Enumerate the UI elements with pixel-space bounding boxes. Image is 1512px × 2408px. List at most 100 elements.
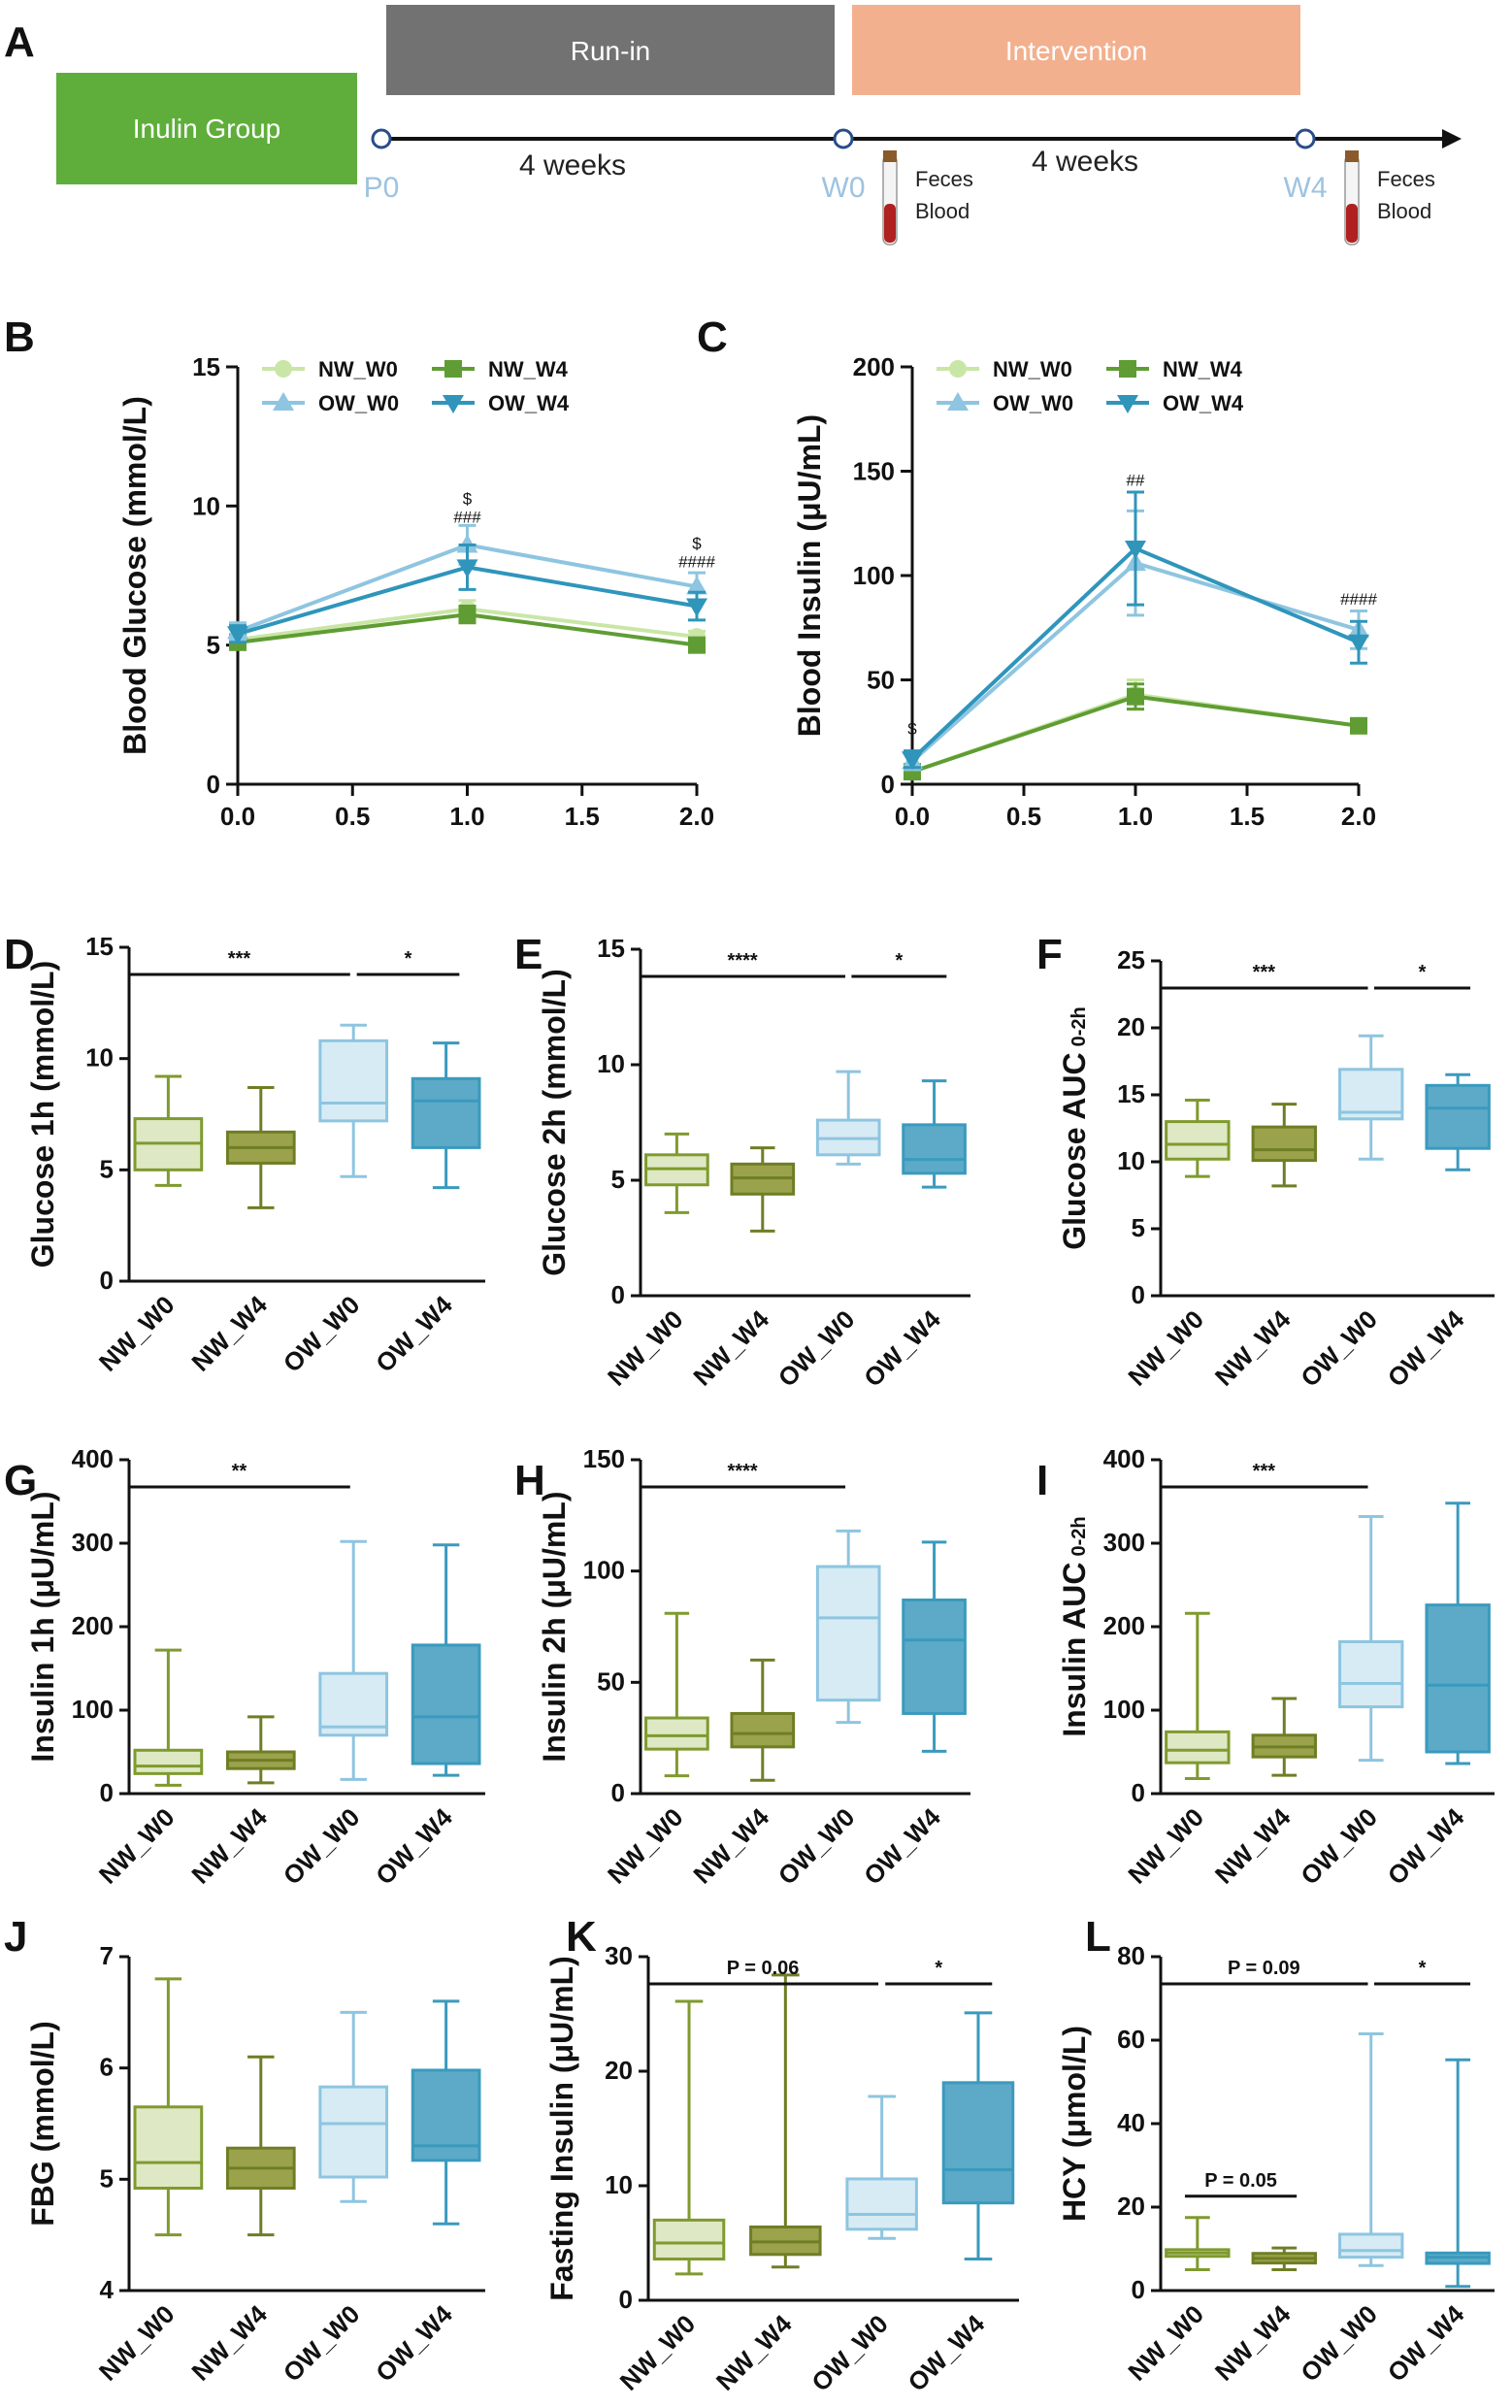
y-tick-label: 100 [72,1695,114,1724]
y-tick-label: 15 [597,934,625,963]
timeline-panel: Inulin Group Run-in Intervention P0 W0 W4 4 we… [56,5,1462,246]
x-tick-label: 0.0 [220,802,255,831]
sample-label-feces: Feces [915,167,973,191]
significance-mark: #### [1340,590,1377,609]
group-box [56,73,357,184]
x-tick-label-ow_w4: OW_W4 [1382,1802,1470,1891]
x-tick-label: 1.5 [565,802,600,831]
y-tick-label: 10 [605,2170,633,2199]
duration-label-1: 4 weeks [519,149,626,181]
x-tick-label-nw_w0: NW_W0 [602,1304,689,1392]
sample-label-blood: Blood [915,199,970,223]
y-axis-label: Blood Glucose (mmol/L) [117,396,152,755]
box-nw_w0 [133,1748,204,1775]
box-ow_w0 [1338,2232,1404,2260]
blood-sample-icon [884,204,896,243]
chart-b: 0 5 10 15 0.0 0.5 1.0 1.5 2.0 Blood Glucose (mmol… [117,352,715,831]
box-ow_w4 [1425,1083,1491,1150]
significance-label: ** [232,1461,247,1482]
y-tick-label: 300 [1103,1528,1145,1557]
y-tick-label: 0 [1132,1778,1145,1807]
panel-label-l: L [1085,1913,1111,1961]
x-tick-label-nw_w0: NW_W0 [93,1290,181,1377]
x-tick-label-ow_w0: OW_W0 [278,2299,366,2388]
x-tick-label-nw_w4: NW_W4 [710,2309,798,2396]
data-point-ow_w0 [686,576,707,595]
y-tick-label: 0 [611,1778,625,1807]
legend-marker-ow_w4 [1117,395,1138,413]
x-tick-label-nw_w4: NW_W4 [1209,1304,1297,1392]
significance-label: * [1419,962,1427,983]
y-tick-label: 15 [85,932,114,961]
x-tick-label-nw_w0: NW_W0 [1122,1802,1209,1890]
box-ow_w4 [902,1598,967,1715]
y-axis-label: HCY (μmol/L) [1057,2026,1092,2222]
x-tick-label-nw_w0: NW_W0 [93,2299,181,2387]
legend-marker-ow_w0 [947,392,969,411]
box-ow_w0 [815,1565,881,1702]
chart-j: 4 5 6 7 NW_W0 NW_W4 OW_W0 OW_W4 FBG (mmol/L) [25,1941,485,2388]
y-tick-label: 15 [1117,1079,1145,1108]
y-tick-label: 50 [867,666,895,695]
tube-cap-icon [1345,150,1359,162]
y-axis-label: Blood Insulin (μU/mL) [792,414,827,737]
significance-label: P = 0.05 [1204,2170,1277,2192]
significance-mark: ### [453,509,481,527]
x-tick-label-nw_w4: NW_W4 [687,1802,774,1890]
panel-label-d: D [4,931,35,978]
legend-label-nw_w0: NW_W0 [993,357,1072,381]
y-tick-label: 0 [1132,2275,1145,2304]
data-point-ow_w4 [1125,541,1146,560]
runin-box [386,5,835,95]
x-tick-label-nw_w0: NW_W0 [1122,2299,1209,2387]
y-tick-label: 0 [611,1280,625,1309]
timepoint-marker [1295,128,1316,149]
legend-marker-nw_w4 [1119,360,1136,378]
y-tick-label: 0 [1132,1280,1145,1309]
y-tick-label: 200 [853,352,895,381]
panel-label-k: K [566,1913,597,1961]
x-tick-label-nw_w4: NW_W4 [185,2299,273,2387]
box-ow_w0 [318,2085,389,2179]
y-tick-label: 5 [1132,1213,1145,1242]
y-tick-label: 400 [1103,1444,1145,1473]
y-tick-label: 0 [100,1778,114,1807]
data-point-nw_w4 [1350,716,1367,735]
y-tick-label: 0 [881,770,895,799]
box-nw_w4 [730,1711,796,1749]
x-tick-label-ow_w0: OW_W0 [1295,1304,1383,1393]
x-tick-label-nw_w4: NW_W4 [1209,2299,1297,2387]
x-tick-label-nw_w4: NW_W4 [185,1802,273,1890]
y-tick-label: 10 [85,1043,114,1072]
legend-label-ow_w4: OW_W4 [1163,391,1244,415]
significance-label: * [1419,1958,1427,1979]
sample-label-feces: Feces [1377,167,1435,191]
chart-c: 0 50 100 150 200 0.0 0.5 1.0 1.5 2.0 Blood Insulin… [792,352,1377,831]
box-nw_w4 [1251,1125,1317,1163]
legend-marker-nw_w4 [444,360,462,378]
y-tick-label: 20 [1117,1012,1145,1041]
significance-label: *** [1253,962,1276,983]
y-tick-label: 5 [611,1165,625,1194]
timepoint-marker [833,128,854,149]
box-ow_w0 [845,2177,918,2231]
y-tick-label: 5 [100,1154,114,1183]
y-tick-label: 200 [1103,1611,1145,1640]
x-tick-label-ow_w0: OW_W0 [278,1290,366,1378]
data-point-ow_w4 [1348,634,1369,653]
box-ow_w4 [411,1643,481,1765]
data-point-nw_w4 [688,636,706,654]
timepoint-label-p0: P0 [364,172,400,204]
y-tick-label: 25 [1117,945,1145,974]
x-tick-label: 2.0 [679,802,714,831]
y-tick-label: 100 [1103,1695,1145,1724]
significance-label: P = 0.06 [727,1958,800,1979]
legend-label-ow_w0: OW_W0 [993,391,1073,415]
box-nw_w0 [133,2105,204,2191]
y-tick-label: 30 [605,1941,633,1970]
legend-label-ow_w4: OW_W4 [488,391,570,415]
y-tick-label: 100 [853,561,895,590]
x-tick-label: 2.0 [1341,802,1376,831]
